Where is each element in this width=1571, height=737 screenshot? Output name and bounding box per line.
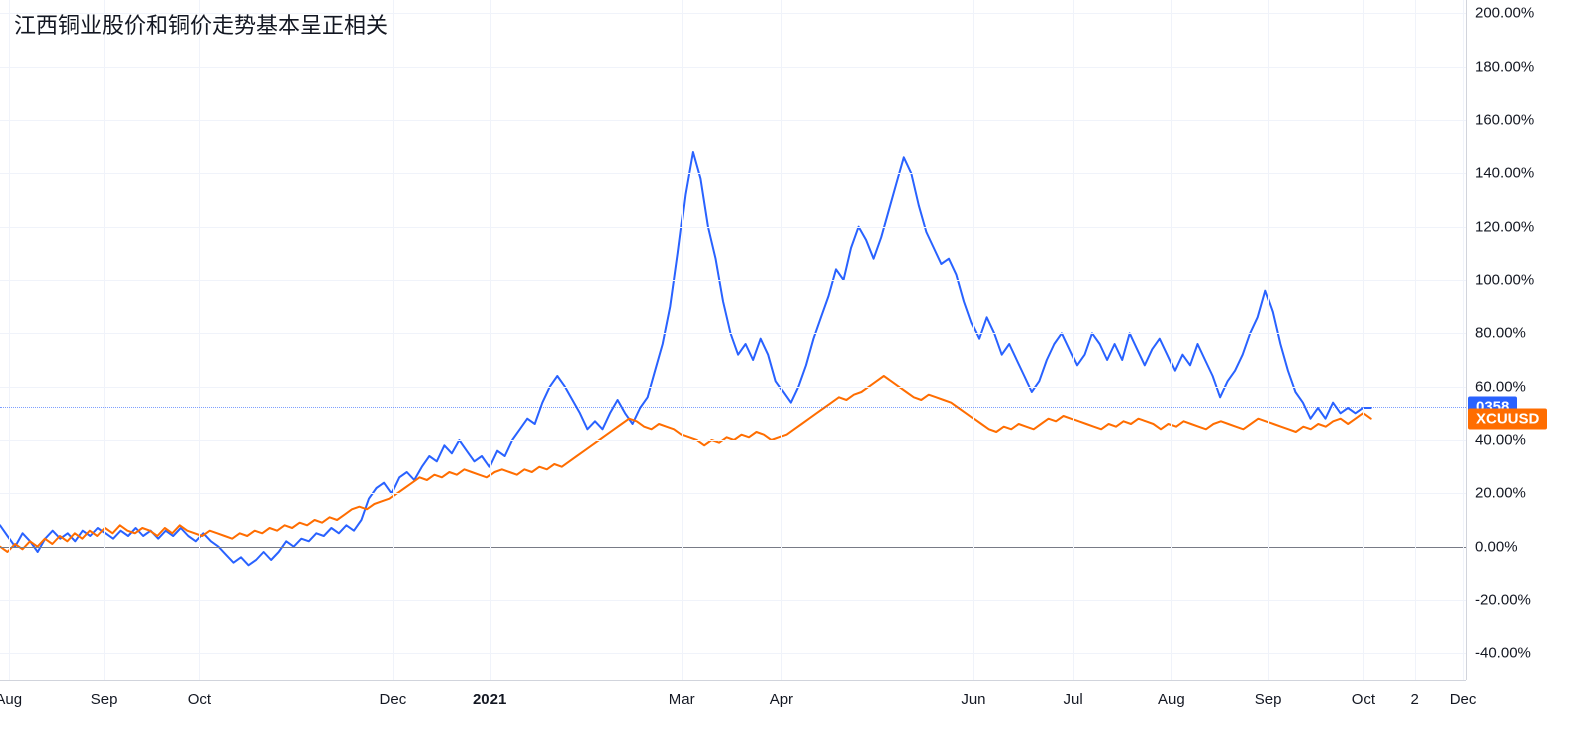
grid-line (0, 227, 1466, 228)
y-axis[interactable]: -40.00% -20.00% 0.00% 20.00% 40.00% 60.00% 80.… (1466, 0, 1571, 680)
x-tick-label: Sep (91, 691, 118, 708)
x-tick-label: Dec (380, 691, 407, 708)
y-tick-label: 40.00% (1475, 432, 1526, 449)
grid-line (0, 600, 1466, 601)
y-tick-label: 80.00% (1475, 325, 1526, 342)
y-tick-label: 100.00% (1475, 272, 1534, 289)
grid-line (1268, 0, 1269, 680)
grid-line (0, 387, 1466, 388)
grid-line (0, 173, 1466, 174)
y-tick-label: 200.00% (1475, 5, 1534, 22)
y-tick-label: -40.00% (1475, 645, 1531, 662)
series-line-XCUUSD (0, 376, 1371, 552)
x-tick-label: Oct (1352, 691, 1375, 708)
grid-line (0, 333, 1466, 334)
plot-area[interactable]: 江西铜业股价和铜价走势基本呈正相关 (0, 0, 1466, 680)
y-tick-label: 180.00% (1475, 58, 1534, 75)
grid-line (1073, 0, 1074, 680)
grid-line (781, 0, 782, 680)
grid-line (1415, 0, 1416, 680)
y-tick-label: 0.00% (1475, 538, 1518, 555)
x-tick-label: Oct (188, 691, 211, 708)
grid-line (0, 440, 1466, 441)
x-axis[interactable]: AugSepOctDec2021MarAprJunJulAugSepOct2De… (0, 680, 1466, 737)
x-tick-label: Aug (0, 691, 22, 708)
x-tick-label: Jul (1064, 691, 1083, 708)
y-tick-label: 140.00% (1475, 165, 1534, 182)
chart-title: 江西铜业股价和铜价走势基本呈正相关 (14, 8, 388, 40)
grid-line (393, 0, 394, 680)
x-tick-label: Jun (961, 691, 985, 708)
y-tick-label: 160.00% (1475, 112, 1534, 129)
grid-line (490, 0, 491, 680)
x-tick-label: Dec (1450, 691, 1477, 708)
grid-line (973, 0, 974, 680)
x-tick-label: Mar (669, 691, 695, 708)
grid-line (9, 0, 10, 680)
x-tick-label: Apr (770, 691, 793, 708)
grid-line (0, 493, 1466, 494)
grid-line (0, 280, 1466, 281)
grid-line (0, 67, 1466, 68)
grid-line (1171, 0, 1172, 680)
grid-line (104, 0, 105, 680)
grid-line (0, 653, 1466, 654)
x-tick-label: 2 (1411, 691, 1419, 708)
x-tick-label: Sep (1255, 691, 1282, 708)
x-tick-label: Aug (1158, 691, 1185, 708)
zero-line (0, 547, 1466, 548)
price-reference-line (0, 407, 1466, 408)
y-tick-label: 60.00% (1475, 378, 1526, 395)
y-tick-label: 120.00% (1475, 218, 1534, 235)
chart-container: 江西铜业股价和铜价走势基本呈正相关 -40.00% -20.00% 0.00% 20.… (0, 0, 1571, 737)
grid-line (1463, 0, 1464, 680)
grid-line (199, 0, 200, 680)
grid-line (0, 120, 1466, 121)
series-badge-XCUUSD[interactable]: XCUUSD (1468, 408, 1547, 429)
series-line-0358 (0, 152, 1371, 565)
x-tick-label: 2021 (473, 691, 506, 708)
y-tick-label: -20.00% (1475, 592, 1531, 609)
grid-line (1363, 0, 1364, 680)
series-lines (0, 0, 1466, 680)
grid-line (682, 0, 683, 680)
y-tick-label: 20.00% (1475, 485, 1526, 502)
